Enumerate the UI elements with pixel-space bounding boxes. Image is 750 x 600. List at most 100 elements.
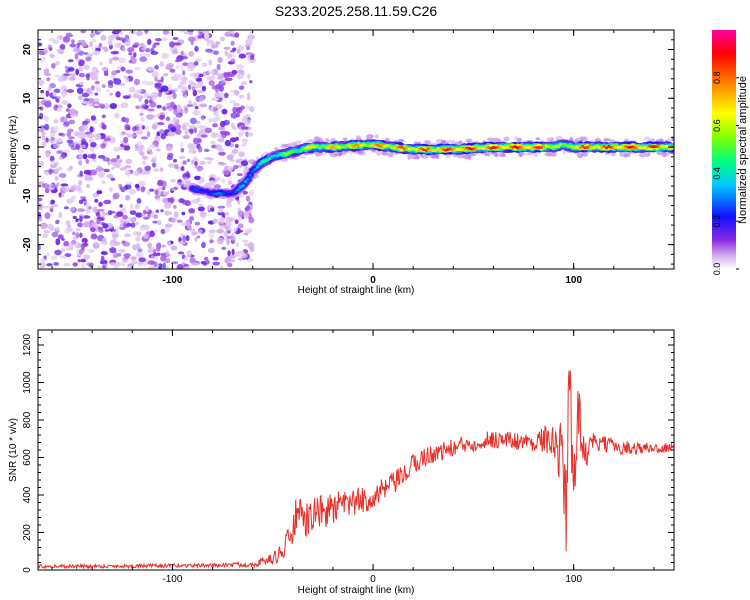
noise-speckle xyxy=(103,168,110,173)
noise-speckle xyxy=(77,139,82,146)
noise-speckle xyxy=(85,158,90,164)
noise-speckle xyxy=(154,189,159,196)
noise-speckle xyxy=(234,143,239,149)
noise-speckle xyxy=(232,47,237,52)
noise-speckle xyxy=(97,208,105,212)
noise-speckle xyxy=(53,262,60,266)
noise-speckle xyxy=(50,199,55,205)
noise-speckle xyxy=(227,262,233,268)
ridge-cell xyxy=(424,148,428,152)
noise-speckle xyxy=(63,263,72,267)
ridge-cell xyxy=(212,192,216,196)
noise-speckle xyxy=(144,99,149,105)
noise-speckle xyxy=(165,116,171,122)
noise-speckle xyxy=(67,103,72,109)
noise-speckle xyxy=(130,256,137,261)
noise-speckle xyxy=(139,52,148,58)
noise-speckle xyxy=(80,30,87,34)
noise-speckle xyxy=(134,183,140,189)
noise-speckle xyxy=(87,154,94,159)
noise-speckle xyxy=(167,240,171,247)
noise-speckle xyxy=(39,112,44,120)
noise-speckle xyxy=(247,132,254,137)
spectrogram-frame xyxy=(37,29,675,270)
ridge-cell xyxy=(311,145,315,148)
noise-speckle xyxy=(138,257,146,263)
noise-speckle xyxy=(166,63,174,68)
noise-speckle xyxy=(44,123,50,131)
noise-speckle xyxy=(66,167,73,172)
y-tick-label: 0 xyxy=(22,144,33,150)
snr-panel: -100 0 100 0 200 400 600 800 1000 1200 Height of… xyxy=(8,329,675,596)
noise-speckle xyxy=(78,81,84,86)
noise-speckle xyxy=(61,90,67,98)
noise-speckle xyxy=(49,53,56,59)
noise-speckle xyxy=(127,217,132,221)
noise-speckle xyxy=(188,124,195,131)
noise-speckle xyxy=(210,207,215,213)
noise-speckle xyxy=(59,35,63,40)
noise-speckle xyxy=(109,229,117,232)
noise-speckle xyxy=(50,255,58,261)
sidelobe-speckle xyxy=(408,154,416,159)
noise-speckle xyxy=(83,98,90,102)
noise-speckle xyxy=(103,199,112,205)
noise-speckle xyxy=(184,107,188,114)
noise-speckle xyxy=(90,142,97,148)
noise-speckle xyxy=(91,159,97,163)
noise-speckle xyxy=(56,182,60,186)
noise-speckle xyxy=(212,256,219,261)
noise-speckle xyxy=(153,214,159,219)
noise-speckle xyxy=(50,136,55,141)
sidelobe-speckle xyxy=(329,153,334,157)
noise-speckle xyxy=(135,243,141,250)
noise-speckle xyxy=(58,75,64,83)
noise-speckle xyxy=(100,251,107,255)
noise-speckle xyxy=(236,48,241,54)
noise-speckle xyxy=(167,132,175,137)
noise-speckle xyxy=(124,255,130,260)
noise-speckle xyxy=(134,204,140,210)
noise-speckle xyxy=(208,59,213,66)
noise-speckle xyxy=(117,253,122,257)
noise-speckle xyxy=(139,112,144,117)
noise-speckle xyxy=(92,206,98,213)
noise-speckle xyxy=(116,211,124,217)
ridge-cell xyxy=(590,146,594,150)
noise-speckle xyxy=(228,255,236,259)
noise-speckle xyxy=(78,95,83,100)
noise-speckle xyxy=(78,199,84,205)
ridge-cell xyxy=(243,180,248,183)
spectrogram-x-label: Height of straight line (km) xyxy=(298,285,415,296)
noise-speckle xyxy=(173,158,177,163)
noise-speckle xyxy=(58,173,67,178)
noise-speckle xyxy=(247,53,251,61)
noise-speckle xyxy=(213,107,219,112)
noise-speckle xyxy=(215,41,221,45)
noise-speckle xyxy=(173,49,178,54)
noise-speckle xyxy=(89,169,98,176)
noise-speckle xyxy=(115,69,121,74)
noise-speckle xyxy=(170,126,177,133)
noise-speckle xyxy=(143,224,150,231)
noise-speckle xyxy=(247,258,254,263)
ridge-cell xyxy=(241,184,245,188)
noise-speckle xyxy=(49,208,54,213)
noise-speckle xyxy=(124,233,131,238)
ridge-cell xyxy=(349,145,354,149)
noise-speckle xyxy=(149,144,156,149)
noise-speckle xyxy=(141,47,147,51)
noise-speckle xyxy=(42,183,50,189)
noise-speckle xyxy=(44,212,51,220)
noise-speckle xyxy=(92,242,100,249)
noise-speckle xyxy=(75,68,79,76)
noise-speckle xyxy=(212,261,221,266)
y-tick-label: -10 xyxy=(22,188,33,203)
noise-speckle xyxy=(130,203,134,210)
noise-speckle xyxy=(144,30,149,34)
noise-speckle xyxy=(187,251,192,256)
noise-speckle xyxy=(89,41,93,48)
noise-speckle xyxy=(152,252,159,257)
ridge-cell xyxy=(653,145,657,149)
sidelobe-speckle xyxy=(562,150,566,155)
